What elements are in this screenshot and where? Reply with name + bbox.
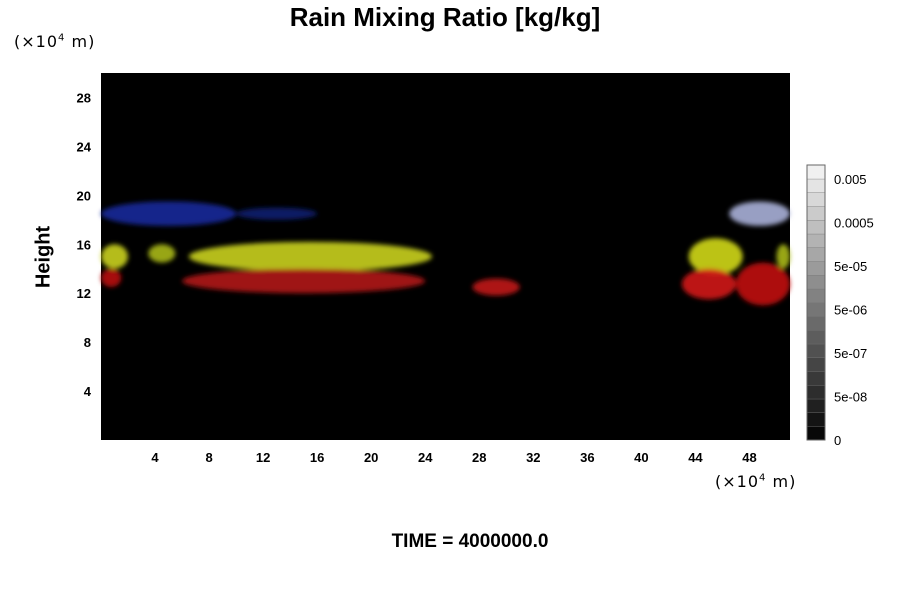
x-axis-unit: (×104 m) [715, 472, 797, 491]
colorbar-level [806, 192, 826, 207]
colorbar-level [806, 247, 826, 262]
colorbar-level [806, 357, 826, 372]
feature-middle-4 [148, 244, 176, 263]
colorbar-level [806, 329, 826, 345]
x-tick-label: 24 [418, 450, 433, 465]
colorbar-label: 5e-08 [834, 390, 867, 405]
y-tick-label: 8 [84, 335, 91, 350]
colorbar-level [806, 316, 826, 331]
time-label: TIME = 4000000.0 [391, 531, 549, 552]
x-tick-label: 44 [688, 450, 703, 465]
y-tick-label: 12 [77, 286, 91, 301]
chart-title: Rain Mixing Ratio [kg/kg] [289, 2, 601, 32]
colorbar-level [806, 178, 826, 194]
colorbar-label: 0.005 [834, 172, 867, 187]
colorbar-level [806, 343, 826, 359]
colorbar-level [806, 206, 826, 221]
colorbar-level [806, 412, 826, 427]
y-tick-label: 24 [77, 139, 92, 154]
y-tick-label: 20 [77, 188, 91, 203]
colorbar-level [806, 261, 826, 276]
x-tick-label: 4 [151, 450, 159, 465]
x-tick-label: 20 [364, 450, 378, 465]
colorbar-level [806, 398, 826, 414]
colorbar-level [806, 426, 826, 441]
feature-lower-11 [681, 268, 736, 300]
x-tick-label: 28 [472, 450, 486, 465]
feature-upper-2 [729, 201, 791, 226]
colorbar-label: 0.0005 [834, 216, 874, 231]
feature-upper-0 [101, 201, 237, 226]
feature-middle-5 [188, 241, 432, 272]
colorbar-level [806, 302, 826, 317]
colorbar-label: 5e-05 [834, 259, 867, 274]
colorbar-level [806, 219, 826, 235]
feature-lower-9 [182, 268, 426, 294]
feature-lower-10 [472, 278, 520, 296]
feature-lower-12 [735, 262, 790, 306]
x-tick-label: 48 [742, 450, 756, 465]
colorbar-level [806, 384, 826, 400]
y-tick-label: 28 [77, 90, 91, 105]
feature-lower-8 [101, 268, 122, 288]
colorbar-level [806, 371, 826, 386]
x-tick-label: 40 [634, 450, 648, 465]
y-tick-label: 16 [77, 237, 91, 252]
colorbar-label: 5e-07 [834, 346, 867, 361]
x-tick-label: 8 [205, 450, 212, 465]
feature-middle-7 [776, 244, 791, 269]
feature-middle-3 [101, 244, 129, 269]
x-tick-label: 12 [256, 450, 270, 465]
colorbar-label: 5e-06 [834, 303, 867, 318]
feature-middle-6 [688, 238, 743, 275]
x-tick-label: 32 [526, 450, 540, 465]
colorbar-level [806, 233, 826, 249]
y-axis-unit: (×104 m) [14, 32, 96, 51]
colorbar-level [806, 164, 826, 180]
feature-upper-1 [236, 207, 318, 220]
x-tick-label: 16 [310, 450, 324, 465]
colorbar-outline [806, 164, 826, 441]
colorbar-level [806, 288, 826, 304]
colorbar-level [806, 274, 826, 290]
colorbar-label: 0 [834, 433, 841, 448]
y-tick-label: 4 [84, 384, 92, 399]
x-tick-label: 36 [580, 450, 594, 465]
